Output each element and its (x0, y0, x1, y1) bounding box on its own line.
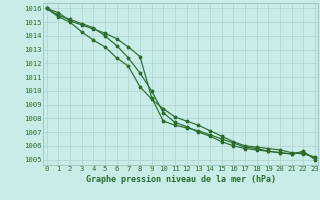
X-axis label: Graphe pression niveau de la mer (hPa): Graphe pression niveau de la mer (hPa) (86, 175, 276, 184)
